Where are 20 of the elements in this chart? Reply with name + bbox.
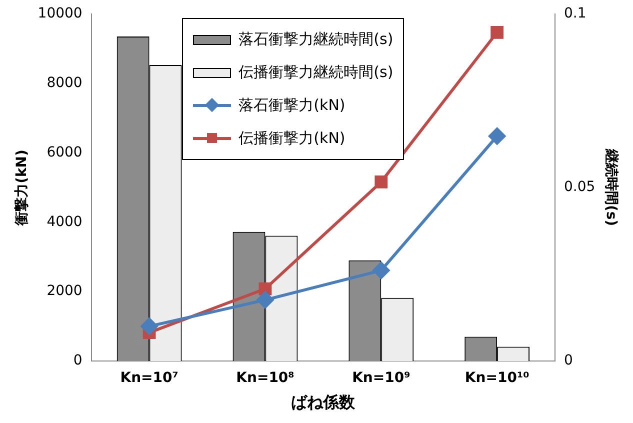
legend-label: 伝播衝撃力(kN) [238,129,346,148]
y-tick-label: 8000 [46,75,82,92]
y-tick-label: 10000 [38,6,82,22]
y2-tick-label: 0 [564,352,573,369]
y2-tick-label: 0.1 [564,6,586,22]
y2-tick-label: 0.05 [564,179,596,196]
x-axis-title: ばね係数 [291,392,356,412]
y-tick-label: 0 [73,352,82,369]
y-tick-label: 2000 [46,283,82,300]
y-tick-label: 6000 [46,144,82,160]
legend-label: 伝播衝撃力継続時間(s) [238,63,394,82]
x-tick-label: Kn=10⁹ [352,370,410,386]
y-tick-label: 4000 [46,214,82,230]
y2-axis-title: 継続時間(s) [602,148,619,226]
x-tick-label: Kn=10¹⁰ [464,370,530,386]
x-tick-label: Kn=10⁷ [120,370,178,386]
x-tick-label: Kn=10⁸ [236,370,294,386]
legend-label: 落石衝撃力継続時間(s) [238,30,394,49]
y-axis-title: 衝撃力(kN) [14,150,30,226]
legend-label: 落石衝撃力(kN) [238,96,346,115]
